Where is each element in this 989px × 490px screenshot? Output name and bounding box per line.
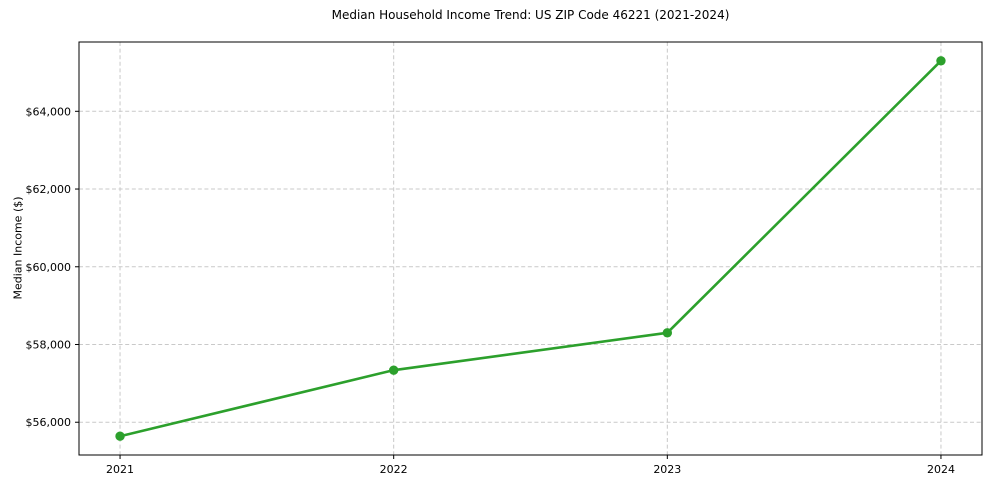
data-point-2021 — [115, 431, 125, 441]
y-tick-label: $60,000 — [26, 261, 72, 274]
x-tick-label: 2022 — [380, 463, 408, 476]
data-point-2023 — [662, 328, 673, 338]
x-tick-label: 2021 — [106, 463, 134, 476]
chart-title: Median Household Income Trend: US ZIP Co… — [331, 8, 730, 22]
y-tick-label: $58,000 — [26, 339, 72, 352]
x-tick-label: 2024 — [927, 463, 955, 476]
y-tick-label: $56,000 — [26, 416, 72, 429]
data-point-2024 — [936, 56, 946, 66]
x-tick-label: 2023 — [653, 463, 681, 476]
income-trend-line — [118, 59, 943, 438]
axes-spines — [78, 41, 983, 456]
data-point-2022 — [388, 365, 399, 375]
y-tick-label: $64,000 — [26, 105, 72, 118]
y-tick-label: $62,000 — [26, 183, 72, 196]
